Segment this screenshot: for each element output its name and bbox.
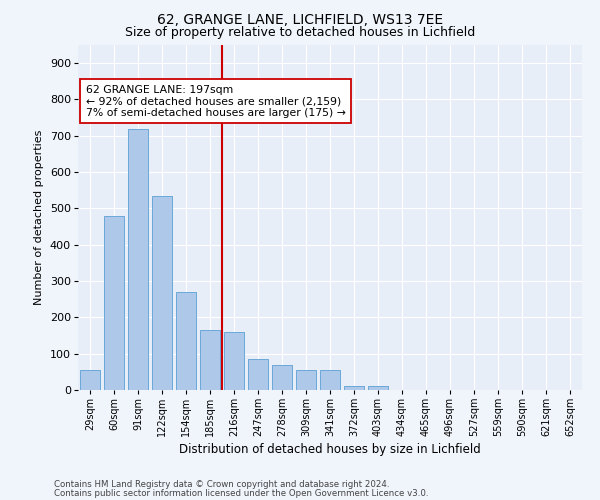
Bar [272,364,292,390]
Text: Size of property relative to detached houses in Lichfield: Size of property relative to detached ho… [125,26,475,39]
Bar [320,370,340,390]
Text: 62 GRANGE LANE: 197sqm
← 92% of detached houses are smaller (2,159)
7% of semi-d: 62 GRANGE LANE: 197sqm ← 92% of detached… [86,84,346,118]
Bar [248,359,268,390]
Text: 62, GRANGE LANE, LICHFIELD, WS13 7EE: 62, GRANGE LANE, LICHFIELD, WS13 7EE [157,12,443,26]
Bar [296,370,316,390]
Bar [224,332,244,390]
Bar [104,216,124,390]
Bar [176,292,196,390]
X-axis label: Distribution of detached houses by size in Lichfield: Distribution of detached houses by size … [179,444,481,456]
Text: Contains public sector information licensed under the Open Government Licence v3: Contains public sector information licen… [54,488,428,498]
Bar [344,386,364,390]
Bar [152,196,172,390]
Bar [368,386,388,390]
Y-axis label: Number of detached properties: Number of detached properties [34,130,44,305]
Bar [80,370,100,390]
Text: Contains HM Land Registry data © Crown copyright and database right 2024.: Contains HM Land Registry data © Crown c… [54,480,389,489]
Bar [128,128,148,390]
Bar [200,330,220,390]
